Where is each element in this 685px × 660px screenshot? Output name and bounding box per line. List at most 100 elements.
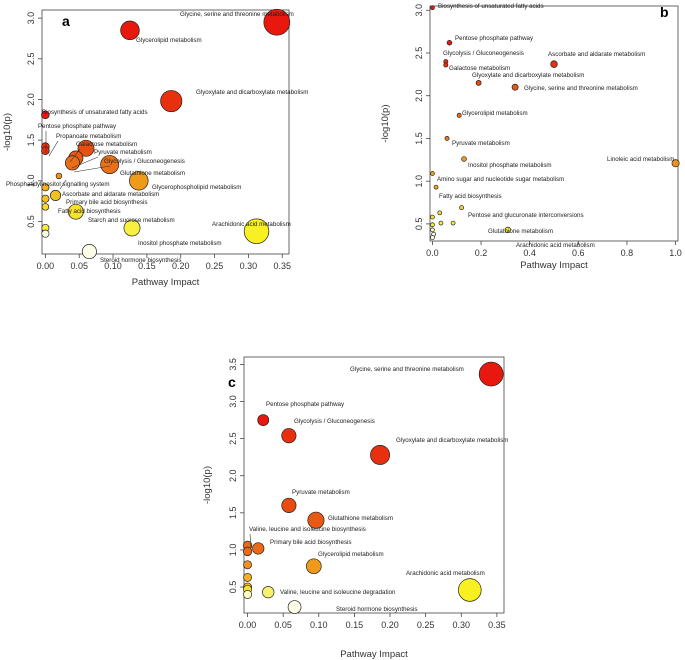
- y-tick-label: 0.5: [26, 215, 36, 228]
- point-label-propanoate-metabolism: Propanoate metabolism: [56, 133, 121, 140]
- point-label-valine-leucine-and-isoleucine-degradation: Valine, leucine and isoleucine degradati…: [280, 589, 396, 596]
- plot-frame: [243, 356, 505, 614]
- x-tick-label: 0.25: [206, 261, 224, 271]
- data-point: [243, 590, 252, 599]
- point-label-fatty-acid-biosynthesis: Fatty acid biosynthesis: [439, 193, 502, 200]
- y-tick-label: 1.5: [26, 134, 36, 147]
- point-label-primary-bile-acid-biosynthesis: Primary bile acid biosynthesis: [66, 199, 148, 206]
- x-tick-label: 0.15: [138, 261, 156, 271]
- data-point: [430, 222, 435, 228]
- panel-letter: b: [660, 4, 669, 20]
- point-label-glycolysis-gluconeogenesis: Glycolysis / Gluconeogenesis: [443, 50, 524, 57]
- data-point-pyruvate-metabolism: [444, 136, 450, 141]
- point-label-ascorbate-and-aldarate-metabolism: Ascorbate and aldarate metabolism: [548, 51, 645, 58]
- y-tick-label: 1.0: [414, 175, 424, 188]
- y-tick-label: 1.0: [26, 175, 36, 188]
- x-tick-label: 0.20: [172, 261, 190, 271]
- y-tick-label: 0.5: [228, 581, 238, 594]
- data-point-glycine-serine-and-threonine-metabolism: [478, 361, 504, 387]
- x-tick-label: 0.8: [621, 248, 634, 258]
- point-label-galactose-metabolism: Galactose metabolism: [76, 141, 137, 148]
- point-label-steroid-hormone-biosynthesis: Steroid hormone biosynthesis: [336, 606, 418, 613]
- data-point: [438, 220, 444, 226]
- data-point-primary-bile-acid-biosynthesis: [49, 189, 62, 201]
- x-tick-label: 0.30: [240, 261, 258, 271]
- data-point-steroid-hormone-biosynthesis: [81, 244, 97, 260]
- data-point: [41, 229, 50, 238]
- x-axis-label: Pathway Impact: [340, 649, 408, 660]
- point-label-starch-and-sucrose-metabolism: Starch and sucrose metabolism: [88, 217, 175, 224]
- x-tick-label: 0.6: [572, 248, 585, 258]
- data-point-inositol-phosphate-metabolism: [123, 219, 141, 237]
- point-label-arachidonic-acid-metabolism: Arachidonic acid metabolism: [516, 242, 595, 249]
- data-point-glycerolipid-metabolism: [120, 20, 140, 41]
- data-point-glutathione-metabolism: [100, 155, 120, 174]
- y-axis-label: -log10(p): [202, 466, 213, 504]
- data-point-pentose-and-glucuronate-interconversions: [459, 205, 465, 211]
- point-label-biosynthesis-of-unsaturated-fatty-acids: Biosynthesis of unsaturated fatty acids: [438, 3, 544, 10]
- point-label-glycerophospholipid-metabolism: Glycerophospholipid metabolism: [152, 184, 241, 191]
- data-point-pentose-phosphate-pathway: [446, 40, 453, 46]
- data-point-arachidonic-acid-metabolism: [504, 226, 511, 234]
- panel-a: 0.00 0.05 0.10 0.15 0.20 0.25 0.30 0.35 0.5 1.0 1.…: [2, 8, 308, 288]
- data-point-pentose-phosphate-pathway: [257, 414, 270, 426]
- x-axis-label: Pathway Impact: [132, 277, 200, 288]
- data-point: [430, 235, 435, 240]
- x-tick-label: 0.35: [273, 261, 291, 271]
- point-label-glycine-serine-and-threonine-metabolism: Glycine, serine and threonine metabolism: [524, 85, 638, 92]
- plot-frame: [41, 9, 290, 255]
- data-point-glutathione-metabolism: [450, 220, 456, 226]
- point-label-biosynthesis-of-unsaturated-fatty-acids: Biosynthesis of unsaturated fatty acids: [42, 109, 148, 116]
- y-tick-label: 2.5: [26, 53, 36, 66]
- point-label-glutathione-metabolism: Glutathione metabolism: [120, 170, 185, 177]
- annotation-arrow: [249, 533, 252, 548]
- point-label-glyoxylate-and-dicarboxylate-metabolism: Glyoxylate and dicarboxylate metabolism: [196, 89, 308, 96]
- x-axis-label: Pathway Impact: [520, 260, 588, 271]
- y-tick-label: 3.0: [414, 4, 424, 17]
- x-tick-label: 1.0: [669, 248, 682, 258]
- point-label-glyoxylate-and-dicarboxylate-metabolism: Glyoxylate and dicarboxylate metabolism: [396, 437, 508, 444]
- point-label-glutathione-metabolism: Glutathione metabolism: [328, 515, 393, 522]
- point-label-phosphatidylinositol-signalling-system: Phosphatidylinositol signalling system: [6, 181, 110, 188]
- point-label-pentose-phosphate-pathway: Pentose phosphate pathway: [455, 35, 534, 42]
- data-point-glutathione-metabolism: [307, 511, 325, 529]
- point-label-linoleic-acid-metabolism: Linoleic acid metabolism: [607, 156, 674, 163]
- panel-b: 0.0 0.2 0.4 0.6 0.8 1.0 0.5 1.0 1.5 2.0 2.5 3.0 Path…: [380, 3, 682, 271]
- point-label-ascorbate-and-aldarate-metabolism: Ascorbate and aldarate metabolism: [62, 191, 159, 198]
- x-tick-label: 0.00: [37, 261, 55, 271]
- x-tick-label: 0.2: [475, 248, 488, 258]
- data-point-linoleic-acid-metabolism: [671, 159, 680, 168]
- data-point-ascorbate-and-aldarate-metabolism: [41, 183, 50, 192]
- data-point-arachidonic-acid-metabolism: [458, 578, 482, 602]
- x-tick-label: 0.10: [310, 620, 328, 630]
- annotation-arrow: [59, 179, 67, 190]
- plot-frame: [429, 5, 679, 242]
- panel-letter: a: [62, 13, 70, 29]
- point-label-pyruvate-metabolism: Pyruvate metabolism: [94, 149, 152, 156]
- data-point-amino-sugar-and-nucleotide-sugar-metabolism: [430, 171, 435, 176]
- y-tick-label: 2.5: [414, 47, 424, 60]
- point-label-pyruvate-metabolism: Pyruvate metabolism: [292, 489, 350, 496]
- data-point-glyoxylate-and-dicarboxylate-metabolism: [160, 90, 183, 113]
- data-point-biosynthesis-of-unsaturated-fatty-acids: [430, 5, 435, 11]
- data-point-pyruvate-metabolism: [77, 139, 95, 157]
- x-tick-label: 0.30: [452, 620, 470, 630]
- x-tick-label: 0.10: [104, 261, 122, 271]
- data-point-glycerophospholipid-metabolism: [129, 171, 149, 191]
- x-tick-label: 0.35: [488, 620, 506, 630]
- annotation-arrow: [73, 165, 111, 173]
- point-label-glutathione-metabolism: Glutathione metabolism: [488, 228, 553, 235]
- data-point-valine-leucine-and-isoleucine-degradation: [262, 586, 275, 599]
- data-point-glycerolipid-metabolism: [456, 112, 462, 118]
- data-point-galactose-metabolism: [443, 62, 449, 68]
- y-tick-label: 2.0: [228, 469, 238, 482]
- y-tick-label: 3.5: [228, 358, 238, 371]
- annotation-arrow: [69, 148, 81, 163]
- data-point: [430, 227, 435, 233]
- x-tick-label: 0.05: [70, 261, 88, 271]
- data-point-glycine-serine-and-threonine-metabolism: [263, 8, 291, 36]
- point-label-valine-leucine-and-isoleucine-biosynthesis: Valine, leucine and isoleucine biosynthe…: [249, 526, 366, 533]
- data-point: [430, 214, 435, 220]
- panel-c: 0.00 0.05 0.10 0.15 0.20 0.25 0.30 0.35 0.5 1.0 1.…: [202, 356, 508, 660]
